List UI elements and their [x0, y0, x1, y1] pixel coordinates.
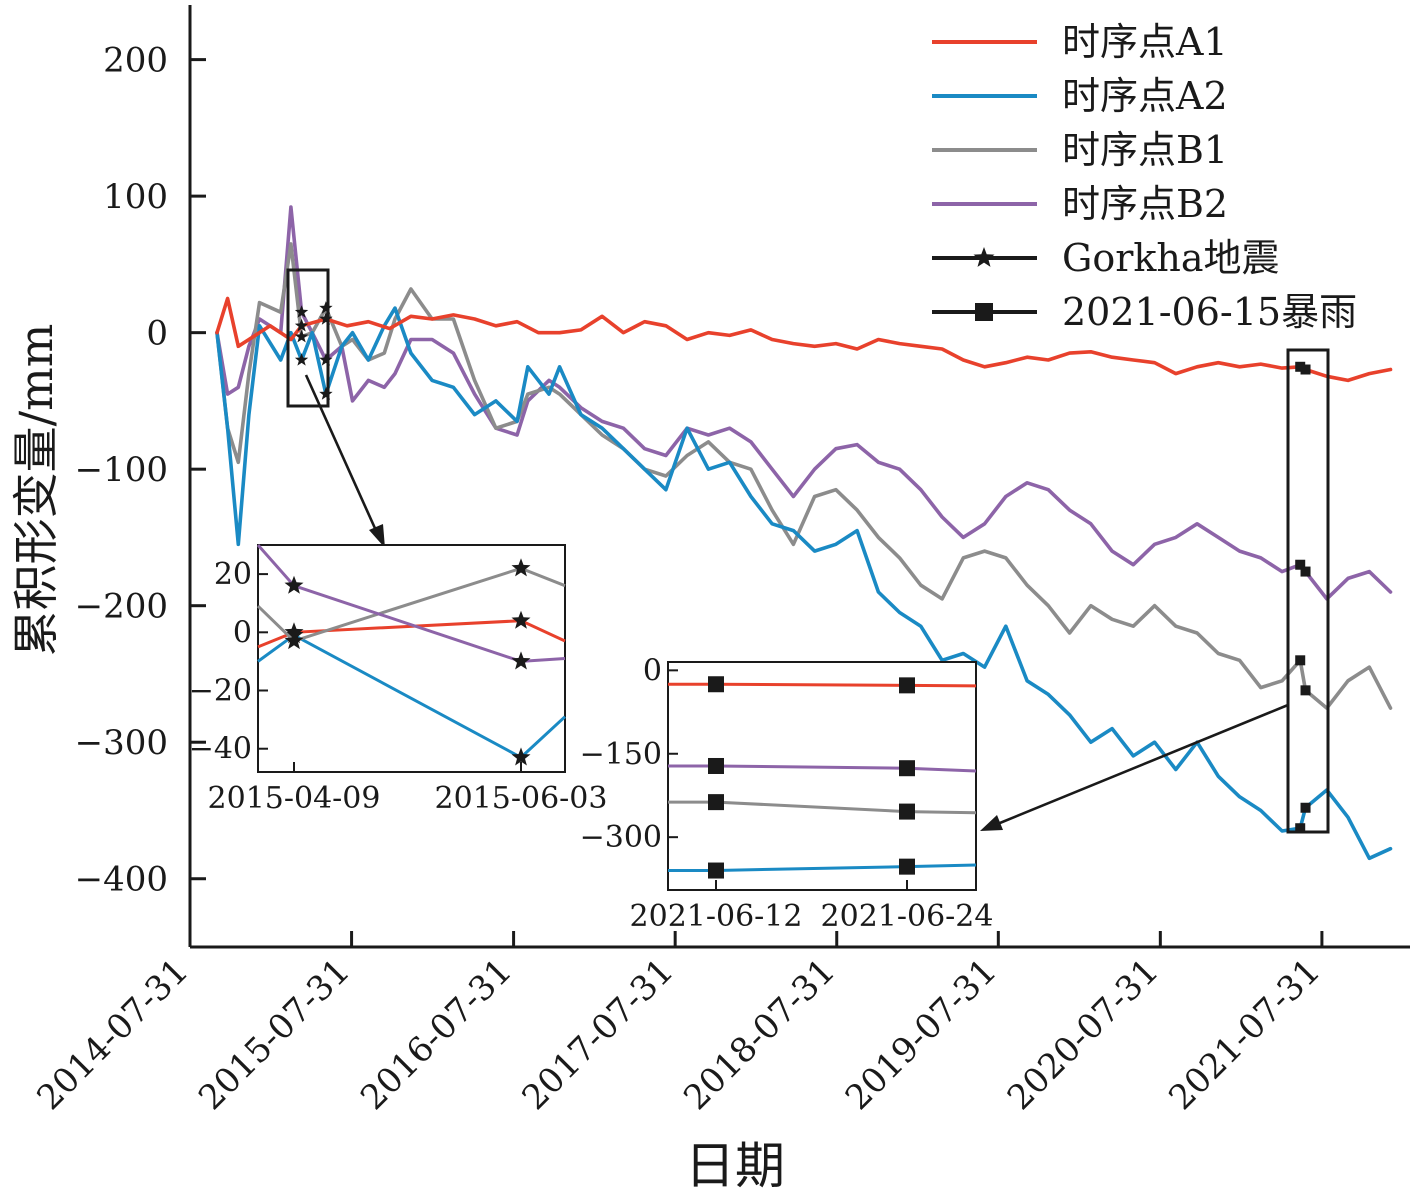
inset-rainstorm-marker	[899, 760, 915, 777]
x-tick-label: 2021-07-31	[1161, 951, 1328, 1118]
series-line-b1	[215, 242, 1393, 710]
x-tick-label: 2018-07-31	[676, 951, 843, 1118]
inset-rainstorm-marker	[708, 862, 724, 879]
main-series-group	[215, 205, 1393, 861]
inset-earthquake-marker	[511, 610, 531, 629]
legend-label: 时序点B1	[1062, 128, 1228, 172]
legend-label: 时序点A2	[1062, 74, 1228, 118]
series-line-a1	[215, 296, 1393, 383]
y-tick-label: −100	[75, 450, 168, 490]
inset-line-a2	[668, 863, 977, 872]
y-ticks: 200 100 0 −100 −200 −300 −400	[75, 41, 206, 900]
y-tick-label: 200	[103, 41, 168, 81]
inset-earthquake-marker	[511, 558, 531, 577]
earthquake-zoom-arrow	[304, 374, 380, 536]
x-tick-label: 2014-07-31	[29, 951, 196, 1118]
y-axis-label: 累积形变量/mm	[9, 324, 63, 657]
rainstorm-marker	[1300, 364, 1311, 375]
main-markers-group	[294, 301, 1311, 834]
inset-y-tick-label: −150	[580, 737, 662, 772]
rainstorm-marker	[1300, 566, 1311, 577]
y-tick-label: −400	[75, 860, 168, 900]
earthquake-marker	[294, 305, 309, 318]
inset-line-b2	[256, 544, 566, 663]
rainstorm-arrow-head	[980, 815, 1003, 831]
x-ticks: 2014-07-312015-07-312016-07-312017-07-31…	[29, 931, 1328, 1118]
inset-rainstorm-marker	[708, 757, 724, 774]
inset-x-tick-label: 2021-06-24	[821, 899, 994, 934]
rainstorm-marker	[1295, 559, 1306, 570]
inset-y-tick-label: −20	[189, 674, 252, 709]
inset-y-tick-label: 0	[233, 615, 252, 650]
inset-line-a1	[668, 682, 977, 688]
inset-line-b1	[668, 800, 977, 815]
inset-y-tick-label: 0	[643, 653, 662, 688]
earthquake-marker	[294, 318, 309, 332]
inset-earthquake-marker	[284, 575, 304, 594]
inset-x-tick-label: 2015-04-09	[208, 781, 381, 816]
inset-rainstorm-marker	[708, 676, 724, 693]
x-tick-label: 2017-07-31	[515, 951, 682, 1118]
inset-line-a2	[257, 633, 567, 760]
rainstorm-zoom-arrow	[994, 703, 1289, 827]
inset-rainstorm-marker	[899, 858, 915, 875]
rainstorm-marker	[1295, 361, 1306, 372]
x-tick-label: 2016-07-31	[353, 951, 520, 1118]
inset-rainstorm-marker	[899, 677, 915, 694]
rainstorm-marker	[1300, 685, 1311, 696]
inset-x-tick-label: 2015-06-03	[435, 781, 608, 816]
rainstorm-marker	[1300, 802, 1311, 813]
inset-y-tick-label: −300	[580, 820, 662, 855]
rainstorm-marker	[1295, 655, 1306, 666]
legend-label: 时序点B2	[1062, 182, 1228, 226]
x-tick-label: 2015-07-31	[191, 951, 358, 1118]
legend-label: 时序点A1	[1062, 20, 1228, 64]
earthquake-marker	[294, 329, 309, 343]
earthquake-marker	[319, 353, 333, 366]
inset-line-b1	[256, 566, 566, 643]
series-line-b2	[215, 205, 1393, 601]
x-tick-label: 2020-07-31	[1000, 951, 1167, 1118]
zoom-arrows	[304, 374, 1289, 831]
inset-earthquake-marker	[284, 631, 304, 650]
y-tick-label: 0	[146, 314, 168, 354]
legend: 时序点A1 时序点A2 时序点B1 时序点B2 Gorkha地震 2021-06-15暴雨	[932, 20, 1357, 334]
legend-label: Gorkha地震	[1062, 236, 1280, 280]
inset-rainstorm-marker	[899, 803, 915, 820]
inset-line-b2	[668, 764, 977, 773]
earthquake-inset: 20 0 −20 −40 2015-04-09 2015-06-03	[189, 544, 608, 816]
earthquake-marker	[319, 312, 333, 325]
y-tick-label: −200	[75, 587, 168, 627]
earthquake-highlight-box	[286, 268, 330, 408]
inset-earthquake-marker	[511, 747, 531, 766]
inset-frame	[667, 661, 977, 891]
earthquake-marker	[319, 301, 333, 314]
inset-rainstorm-marker	[708, 794, 724, 811]
inset-y-tick-label: −40	[189, 732, 252, 767]
earthquake-arrow-head	[369, 524, 385, 548]
rainstorm-highlight-box	[1286, 348, 1330, 834]
legend-label: 2021-06-15暴雨	[1062, 290, 1357, 334]
inset-line-a1	[257, 619, 566, 649]
legend-star-marker	[973, 247, 995, 267]
rainstorm-inset: 0 −150 −300 2021-06-12 2021-06-24	[580, 653, 994, 934]
inset-earthquake-marker	[511, 651, 531, 670]
rainstorm-marker	[1295, 823, 1306, 834]
y-tick-label: 100	[103, 177, 168, 217]
x-axis-label: 日期	[685, 1137, 785, 1195]
y-tick-label: −300	[75, 723, 168, 763]
x-tick-label: 2019-07-31	[838, 951, 1005, 1118]
legend-square-marker	[975, 303, 993, 321]
inset-y-tick-label: 20	[214, 557, 252, 592]
series-line-a2	[215, 306, 1393, 861]
earthquake-marker	[294, 353, 309, 366]
inset-x-tick-label: 2021-06-12	[630, 899, 803, 934]
earthquake-marker	[319, 387, 333, 400]
